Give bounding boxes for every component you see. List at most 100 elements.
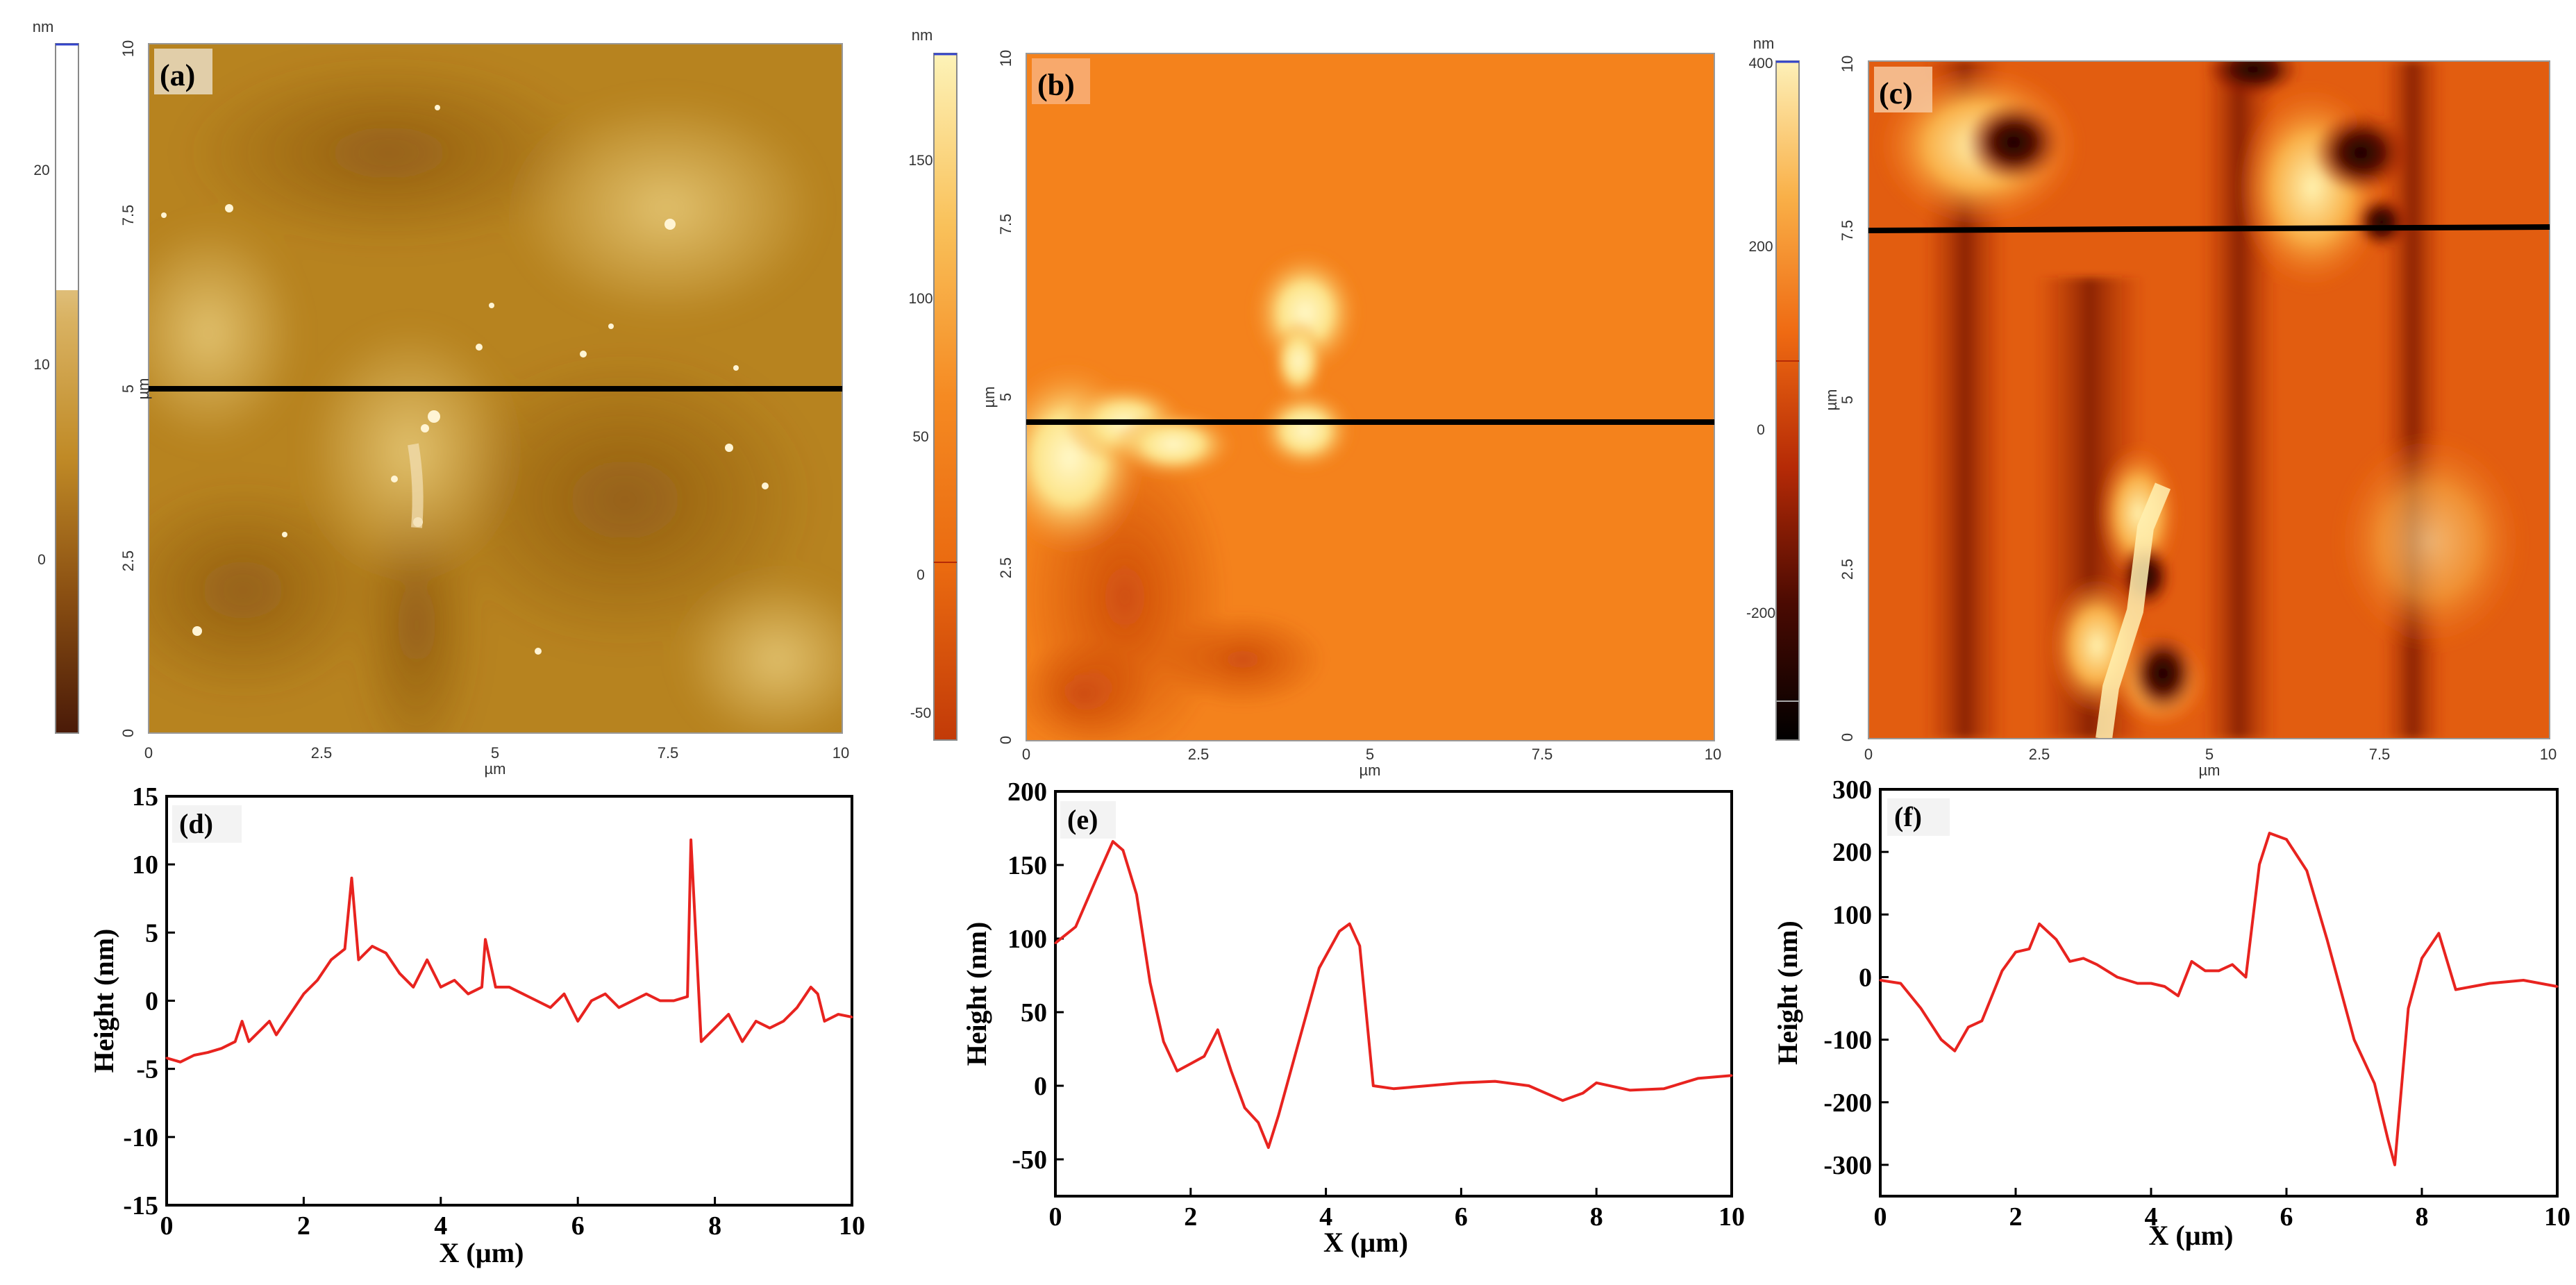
data-point bbox=[241, 1020, 244, 1023]
data-point bbox=[1121, 849, 1124, 852]
afm-b-x-tick: 0 bbox=[1022, 746, 1030, 763]
data-point bbox=[494, 986, 497, 989]
afm-image-b bbox=[1026, 53, 1714, 741]
afm-a-x-tick: 2.5 bbox=[311, 744, 333, 762]
y-tick-label: 200 bbox=[1832, 838, 1872, 867]
x-tick-label: 2 bbox=[2009, 1202, 2023, 1232]
data-point bbox=[755, 1020, 758, 1023]
x-tick-label: 4 bbox=[1319, 1202, 1332, 1232]
data-point bbox=[2204, 969, 2207, 972]
data-point bbox=[2116, 976, 2118, 978]
data-point bbox=[645, 993, 648, 996]
data-point bbox=[399, 972, 401, 975]
data-point bbox=[2489, 982, 2491, 984]
afm-b-x-tick: 5 bbox=[1366, 746, 1374, 763]
colorbar-a-unit: nm bbox=[33, 18, 54, 35]
data-point bbox=[1267, 1146, 1270, 1149]
data-point bbox=[1298, 1040, 1300, 1043]
colorbar-b-tick: 150 bbox=[908, 153, 932, 169]
x-tick-label: 4 bbox=[2145, 1202, 2158, 1232]
afm-a-y-tick: 2.5 bbox=[119, 551, 137, 572]
y-tick-label: 100 bbox=[1832, 900, 1872, 930]
data-point bbox=[2407, 1007, 2409, 1009]
data-point bbox=[2055, 938, 2057, 941]
colorbar-b: nm 150 100 50 0 -50 bbox=[908, 26, 957, 741]
y-axis-label: Height (nm) bbox=[1772, 921, 1803, 1065]
colorbar-b-tick: -50 bbox=[910, 705, 931, 721]
afm-panel-b: nm 150 100 50 0 -50 (b) bbox=[908, 26, 1721, 779]
data-point bbox=[1148, 982, 1151, 984]
data-point bbox=[741, 1040, 744, 1043]
data-point bbox=[385, 952, 387, 955]
data-point bbox=[2001, 969, 2003, 972]
y-tick-label: -10 bbox=[123, 1123, 158, 1152]
x-tick-label: 6 bbox=[1455, 1202, 1468, 1232]
y-tick-label: 0 bbox=[1859, 963, 1872, 992]
y-tick-label: -200 bbox=[1823, 1089, 1872, 1118]
colorbar-c-tick: 400 bbox=[1748, 56, 1773, 72]
colorbar-c-tick: 200 bbox=[1748, 239, 1773, 255]
data-point bbox=[796, 1006, 798, 1009]
data-point bbox=[426, 959, 428, 961]
data-point bbox=[2437, 932, 2440, 934]
panel-label-bg bbox=[1887, 798, 1950, 836]
afm-a-x-tick: 10 bbox=[833, 744, 849, 762]
data-point bbox=[576, 1020, 579, 1023]
data-point bbox=[2096, 963, 2098, 966]
afm-c-y-tick: 2.5 bbox=[1839, 559, 1856, 580]
data-point bbox=[1899, 982, 1902, 984]
colorbar-b-tick: 50 bbox=[912, 429, 928, 445]
afm-a-label-bg bbox=[154, 49, 212, 94]
data-point bbox=[1094, 878, 1097, 881]
x-tick-label: 4 bbox=[434, 1211, 447, 1241]
data-point bbox=[275, 1034, 278, 1036]
data-point bbox=[1562, 1099, 1564, 1102]
x-axis-label: X (µm) bbox=[1323, 1227, 1408, 1258]
data-point bbox=[330, 959, 333, 961]
y-tick-label: 300 bbox=[1832, 775, 1872, 805]
data-point bbox=[2164, 985, 2166, 988]
data-point bbox=[1189, 1062, 1192, 1065]
plot-frame bbox=[1879, 788, 2559, 1198]
afm-a-x-tick: 7.5 bbox=[658, 744, 679, 762]
afm-b-frame bbox=[1026, 53, 1715, 741]
data-point bbox=[234, 1040, 237, 1043]
colorbar-c: nm 400 200 0 -200 bbox=[1746, 35, 1800, 741]
data-point bbox=[193, 1054, 195, 1057]
data-point bbox=[563, 993, 565, 996]
afm-b-y-label: µm bbox=[980, 386, 998, 408]
data-point bbox=[837, 1013, 839, 1016]
data-point bbox=[1203, 1055, 1205, 1058]
afm-a-y-tick: 7.5 bbox=[119, 205, 137, 226]
x-tick-label: 2 bbox=[297, 1211, 310, 1241]
data-point bbox=[1372, 1084, 1375, 1087]
data-point bbox=[261, 1027, 264, 1030]
data-point bbox=[467, 993, 469, 996]
x-tick-label: 0 bbox=[1874, 1202, 1887, 1232]
colorbar-b-bar bbox=[933, 53, 957, 741]
data-point bbox=[1696, 1077, 1699, 1080]
height-profile-chart-f: (f) 0 2 4 6 8 10 300 200 100 0 -100 -200 -300 X (µm) He… bbox=[1772, 775, 2570, 1251]
y-axis-label: Height (nm) bbox=[88, 929, 119, 1073]
colorbar-c-tick: -200 bbox=[1746, 605, 1775, 621]
y-tick-label: 15 bbox=[132, 782, 158, 812]
data-point bbox=[823, 1020, 826, 1023]
x-axis-label: X (µm) bbox=[440, 1237, 524, 1268]
y-tick-label: -15 bbox=[123, 1191, 158, 1220]
data-point bbox=[2305, 869, 2308, 872]
data-point bbox=[689, 839, 692, 841]
data-point bbox=[289, 1013, 292, 1016]
colorbar-b-tick: 0 bbox=[917, 567, 925, 583]
panel-label: (d) bbox=[179, 808, 213, 839]
afm-c-x-tick: 2.5 bbox=[2029, 746, 2050, 763]
x-tick-label: 10 bbox=[839, 1211, 865, 1241]
y-axis-label: Height (nm) bbox=[961, 922, 992, 1066]
afm-b-y-tick: 5 bbox=[997, 393, 1014, 401]
plot-frame bbox=[165, 795, 853, 1207]
x-tick-label: 8 bbox=[1590, 1202, 1603, 1232]
plot-frame bbox=[1054, 790, 1733, 1198]
data-point bbox=[1920, 1007, 1922, 1009]
afm-a-y-tick: 10 bbox=[119, 40, 137, 57]
data-point bbox=[344, 948, 346, 950]
afm-c-label-bg bbox=[1874, 67, 1932, 112]
